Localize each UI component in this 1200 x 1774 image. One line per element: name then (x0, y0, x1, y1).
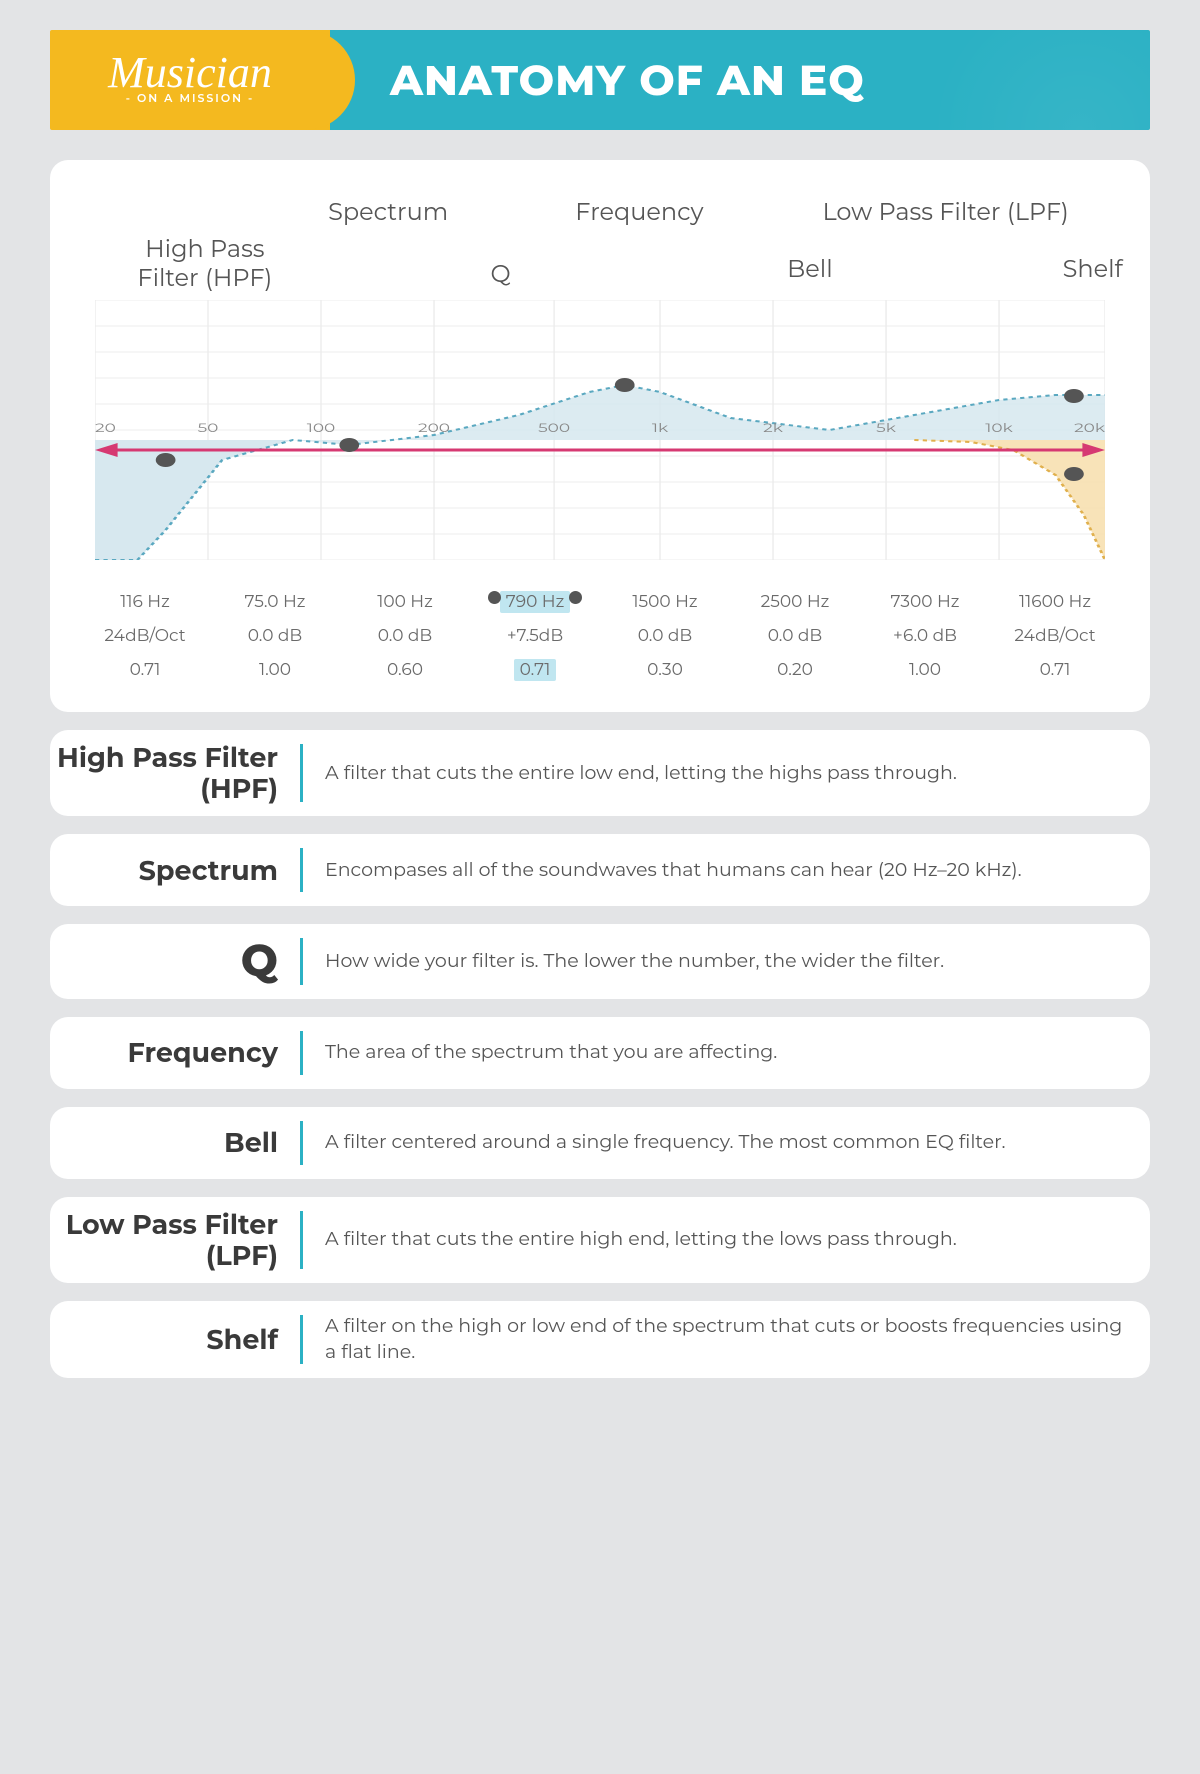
param-q: 0.71 (100, 653, 190, 687)
param-freq: 11600 Hz (1010, 585, 1100, 619)
leader (65, 1315, 67, 1340)
param-freq: 1500 Hz (620, 585, 710, 619)
callout-spectrum: Spectrum (328, 198, 448, 227)
logo: Musician - ON A MISSION - (108, 55, 272, 104)
leader (65, 974, 67, 1315)
param-gain: 24dB/Oct (1010, 619, 1100, 653)
chart-area: High Pass Filter (HPF) Spectrum Q Frequency… (65, 190, 1135, 560)
leader (65, 1441, 175, 1443)
param-gain: +6.0 dB (880, 619, 970, 653)
svg-text:20k: 20k (1074, 421, 1105, 436)
param-col-6: 7300 Hz+6.0 dB1.00 (880, 585, 970, 687)
leader (65, 357, 67, 382)
leader (65, 1687, 92, 1689)
leader (65, 948, 67, 973)
param-q: 1.00 (880, 653, 970, 687)
logo-block: Musician - ON A MISSION - (50, 30, 330, 130)
callout-lpf: Low Pass Filter (LPF) (822, 198, 1068, 227)
svg-text:500: 500 (538, 421, 570, 436)
callout-q: Q (491, 260, 511, 289)
leader (65, 383, 67, 574)
title-block: ANATOMY OF AN EQ (330, 30, 1150, 130)
param-gain: 0.0 dB (360, 619, 450, 653)
param-q: 0.20 (750, 653, 840, 687)
logo-sub: - ON A MISSION - (108, 91, 272, 105)
param-freq: 7300 Hz (880, 585, 970, 619)
svg-text:1k: 1k (652, 421, 669, 436)
param-freq: 790 Hz (490, 585, 580, 619)
param-freq: 2500 Hz (750, 585, 840, 619)
param-col-1: 75.0 Hz0.0 dB1.00 (230, 585, 320, 687)
svg-text:10k: 10k (985, 421, 1013, 436)
callout-bell: Bell (787, 255, 833, 284)
param-col-4: 1500 Hz0.0 dB0.30 (620, 585, 710, 687)
param-q: 1.00 (230, 653, 320, 687)
callout-shelf: Shelf (1063, 255, 1123, 284)
leader (65, 973, 223, 975)
leader (65, 217, 67, 357)
header: Musician - ON A MISSION - ANATOMY OF AN … (50, 30, 1150, 130)
svg-text:5k: 5k (876, 421, 896, 436)
leader (65, 1416, 67, 1441)
logo-main: Musician (108, 55, 272, 90)
param-q: 0.71 (1010, 653, 1100, 687)
svg-text:50: 50 (198, 421, 219, 436)
callout-frequency: Frequency (575, 198, 703, 227)
param-gain: 0.0 dB (230, 619, 320, 653)
param-q: 0.71 (490, 653, 580, 687)
svg-text:20: 20 (95, 421, 116, 436)
leader (65, 215, 107, 217)
leader (65, 1442, 67, 1662)
svg-text:2k: 2k (763, 421, 783, 436)
svg-text:200: 200 (418, 421, 450, 436)
svg-text:100: 100 (307, 421, 336, 436)
param-freq: 116 Hz (100, 585, 190, 619)
param-col-3: 790 Hz+7.5dB0.71 (490, 585, 580, 687)
param-freq: 100 Hz (360, 585, 450, 619)
leader (65, 574, 67, 599)
param-q: 0.60 (360, 653, 450, 687)
leader (65, 1340, 256, 1342)
leader (65, 1689, 67, 1774)
page-title: ANATOMY OF AN EQ (390, 54, 865, 106)
param-col-5: 2500 Hz0.0 dB0.20 (750, 585, 840, 687)
leader (65, 601, 67, 948)
eq-svg: 20 50 100 200 500 1k 2k 5k 10k 20k (95, 300, 1105, 560)
param-col-2: 100 Hz0.0 dB0.60 (360, 585, 450, 687)
leader (65, 190, 67, 215)
param-gain: +7.5dB (490, 619, 580, 653)
eq-chart-card: High Pass Filter (HPF) Spectrum Q Frequency… (50, 160, 1150, 712)
param-col-7: 11600 Hz24dB/Oct0.71 (1010, 585, 1100, 687)
param-gain: 0.0 dB (750, 619, 840, 653)
param-gain: 24dB/Oct (100, 619, 190, 653)
param-col-0: 116 Hz24dB/Oct0.71 (100, 585, 190, 687)
leader (65, 1342, 67, 1416)
param-gain: 0.0 dB (620, 619, 710, 653)
leader (65, 1662, 67, 1687)
eq-chart: 20 50 100 200 500 1k 2k 5k 10k 20k (95, 300, 1105, 560)
param-freq: 75.0 Hz (230, 585, 320, 619)
param-q: 0.30 (620, 653, 710, 687)
callout-hpf: High Pass Filter (HPF) (137, 235, 272, 293)
